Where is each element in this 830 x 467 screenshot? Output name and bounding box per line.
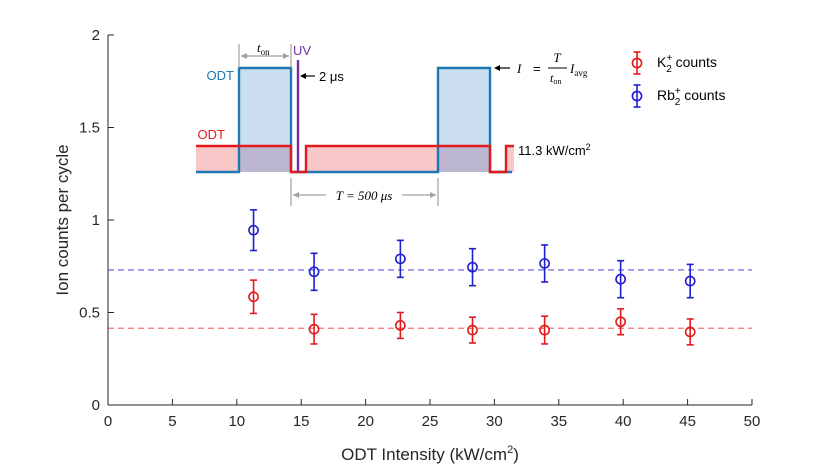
red-fill xyxy=(506,146,514,172)
data-point-rb2 xyxy=(467,261,478,273)
intensity-label: 11.3 kW/cm2 xyxy=(518,142,591,158)
legend-marker-k2 xyxy=(631,57,643,69)
axis-titles: ODT Intensity (kW/cm2) Ion counts per cyc… xyxy=(53,144,519,464)
x-axis-title: ODT Intensity (kW/cm2) xyxy=(341,444,519,464)
odt-red-label: ODT xyxy=(198,127,226,142)
ton-label-main: t xyxy=(257,40,261,55)
x-tick-label: 10 xyxy=(228,413,245,430)
x-axis-title-tail: ) xyxy=(513,445,519,464)
data-point-rb2 xyxy=(539,258,551,269)
data-point-k2 xyxy=(467,324,478,336)
uv-label: UV xyxy=(293,43,311,58)
overlap-fill xyxy=(438,146,490,172)
x-tick-label: 30 xyxy=(486,413,503,430)
x-tick-label: 15 xyxy=(293,413,310,430)
data-point-rb2 xyxy=(684,275,696,287)
ton-arrowhead xyxy=(241,53,247,59)
two-us-arrowhead xyxy=(300,73,306,79)
formula-Iavg-main: I xyxy=(569,61,575,76)
y-tick-label: 0 xyxy=(92,397,100,414)
data-point-k2 xyxy=(615,316,627,328)
x-tick-label: 20 xyxy=(357,413,374,430)
data-point-rb2 xyxy=(248,224,259,236)
formula-Iavg-sub: avg xyxy=(574,68,587,78)
overlap-fill xyxy=(239,146,291,172)
data-point-rb2 xyxy=(394,253,406,265)
red-waveform xyxy=(196,144,514,174)
formula-num-T: T xyxy=(553,50,561,65)
legend-label-sub: 2 xyxy=(666,64,672,75)
legend-label-rb2: Rb+ 2 counts xyxy=(657,86,725,108)
formula-I: I xyxy=(516,61,522,76)
data-point-k2 xyxy=(308,323,320,335)
x-tick-label: 0 xyxy=(104,413,112,430)
ticks: 0 5 10 15 20 25 30 35 40 45 50 0 0.5 1 1.5 2 xyxy=(79,27,760,430)
formula-den-sub: on xyxy=(553,77,561,86)
formula-den-t: t xyxy=(550,71,554,85)
ton-label-sub: on xyxy=(261,47,271,57)
formula-den: ton xyxy=(550,71,561,86)
y-tick-label: 2 xyxy=(92,27,100,44)
legend-label-sup: + xyxy=(666,53,672,64)
y-tick-label: 0.5 xyxy=(79,305,100,322)
data-point-k2 xyxy=(394,320,406,331)
period-arrowhead xyxy=(293,192,299,198)
x-tick-label: 5 xyxy=(168,413,176,430)
blue-waveform xyxy=(196,66,512,174)
intensity-label-sup: 2 xyxy=(586,142,591,152)
period-arrowhead xyxy=(430,192,436,198)
legend-label-main: Rb xyxy=(657,87,675,103)
x-tick-label: 35 xyxy=(550,413,567,430)
legend-label-sup: + xyxy=(675,86,681,97)
legend-label-main: K xyxy=(657,54,667,70)
data-point-k2 xyxy=(248,291,259,303)
data-point-k2 xyxy=(684,326,696,338)
period-label: T = 500 μs xyxy=(336,188,393,203)
data-marks xyxy=(248,209,696,346)
ton-arrowhead xyxy=(283,53,289,59)
period-label-eq: = 500 xyxy=(343,188,381,203)
intensity-label-main: 11.3 kW/cm xyxy=(518,143,586,158)
mean-lines xyxy=(108,269,752,329)
y-tick-label: 1 xyxy=(92,212,100,229)
legend-label-tail: counts xyxy=(672,54,717,70)
x-axis-title-sup: 2 xyxy=(507,444,513,456)
two-us-label: 2 μs xyxy=(319,69,344,84)
x-tick-label: 25 xyxy=(422,413,439,430)
formula-arrowhead xyxy=(494,65,500,71)
legend-label-tail: counts xyxy=(680,87,725,103)
data-point-rb2 xyxy=(308,266,320,278)
formula-Iavg: Iavg xyxy=(569,61,588,78)
legend-label-k2: K+ 2 counts xyxy=(657,53,717,75)
formula-eq: = xyxy=(533,61,541,76)
x-axis-title-main: ODT Intensity (kW/cm xyxy=(341,445,507,464)
period-label-T: T xyxy=(336,188,344,203)
odt-blue-label: ODT xyxy=(207,68,235,83)
data-point-k2 xyxy=(539,324,551,336)
ton-label: ton xyxy=(257,40,270,57)
data-point-rb2 xyxy=(615,273,627,285)
x-tick-label: 50 xyxy=(744,413,761,430)
x-tick-label: 45 xyxy=(679,413,696,430)
legend-marker-rb2 xyxy=(631,90,643,102)
y-axis-title: Ion counts per cycle xyxy=(53,144,72,295)
x-tick-label: 40 xyxy=(615,413,632,430)
y-tick-label: 1.5 xyxy=(79,120,100,137)
legend-label-sub: 2 xyxy=(675,97,681,108)
period-label-unit: μs xyxy=(380,188,393,203)
